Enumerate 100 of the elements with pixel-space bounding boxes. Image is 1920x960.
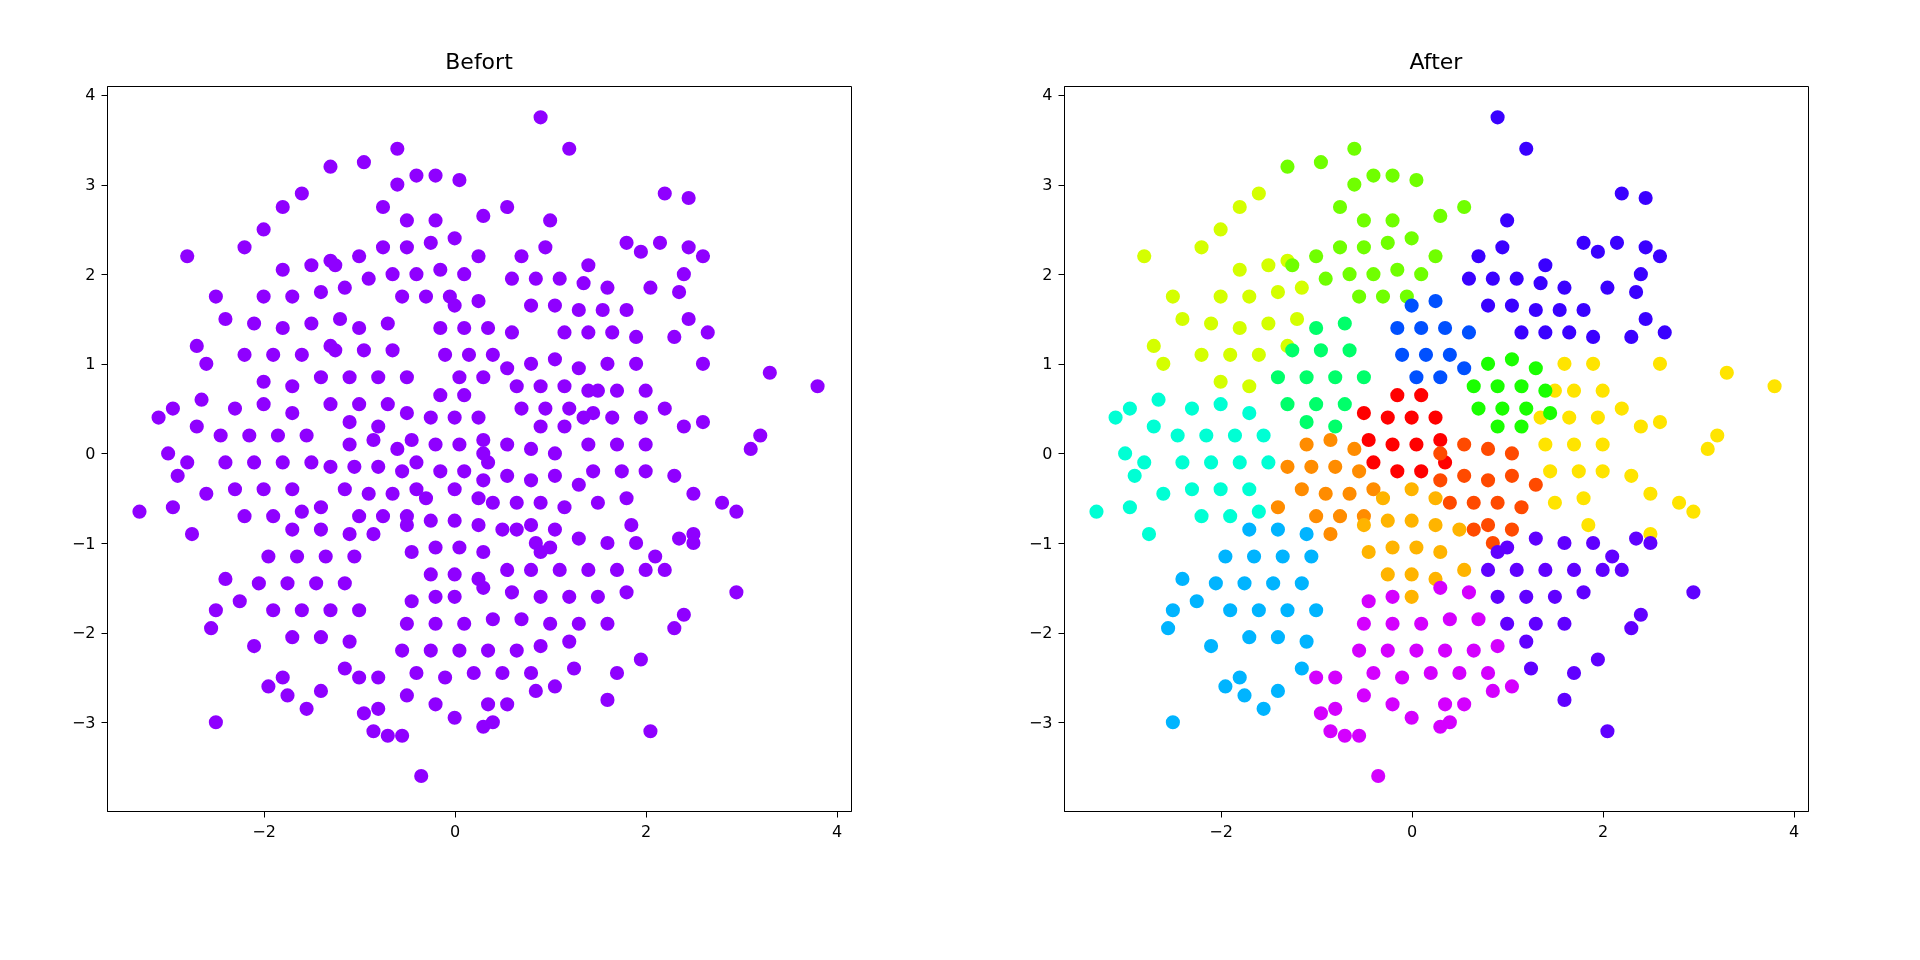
point: [695, 415, 711, 430]
point: [1299, 527, 1314, 542]
point: [409, 455, 424, 470]
point: [447, 298, 462, 313]
point: [471, 294, 486, 309]
point: [1504, 352, 1519, 367]
point: [1313, 706, 1328, 721]
point: [395, 643, 410, 658]
point: [1480, 298, 1496, 313]
x-tick-label: 2: [1598, 821, 1609, 841]
point: [619, 302, 634, 318]
point: [1404, 589, 1419, 604]
point: [1480, 473, 1496, 488]
point: [547, 522, 562, 537]
point: [165, 500, 180, 515]
point: [1466, 379, 1481, 394]
point: [395, 464, 410, 479]
point: [557, 379, 572, 394]
point: [1514, 379, 1529, 394]
y-tick-label: 1: [85, 354, 96, 374]
point: [275, 199, 290, 215]
point: [1433, 446, 1448, 461]
point: [543, 213, 558, 228]
point: [1385, 168, 1400, 183]
point: [1538, 437, 1553, 452]
point: [342, 370, 357, 385]
point: [1566, 383, 1582, 398]
point: [1204, 639, 1219, 654]
point: [600, 535, 615, 551]
point: [1404, 513, 1419, 528]
point: [695, 356, 711, 371]
point: [385, 486, 400, 501]
point: [151, 410, 166, 425]
point: [423, 235, 438, 250]
y-tick-label: 3: [85, 175, 96, 195]
point: [523, 356, 539, 371]
point: [180, 249, 195, 264]
point: [1280, 159, 1295, 174]
point: [1256, 428, 1271, 443]
point: [1504, 522, 1519, 537]
point: [1275, 549, 1290, 564]
point: [1590, 410, 1605, 425]
point: [1199, 428, 1214, 443]
point: [523, 665, 539, 681]
point: [352, 249, 367, 264]
point: [1156, 486, 1171, 501]
point: [476, 208, 491, 223]
point: [1504, 679, 1519, 694]
point: [1614, 401, 1629, 416]
point: [1232, 320, 1247, 336]
point: [1538, 325, 1553, 340]
point: [609, 383, 625, 398]
point: [1270, 683, 1286, 698]
point: [509, 379, 524, 394]
point: [1490, 495, 1505, 510]
point: [390, 177, 405, 192]
point: [1414, 388, 1429, 403]
point: [681, 190, 696, 206]
point: [504, 271, 520, 286]
point: [1127, 468, 1142, 483]
point: [500, 468, 515, 483]
point: [619, 235, 634, 250]
point: [1433, 432, 1448, 448]
point: [423, 410, 438, 425]
point: [676, 419, 691, 434]
point: [1309, 603, 1324, 618]
point: [476, 473, 491, 488]
point: [471, 410, 486, 425]
point: [433, 320, 448, 336]
y-tick-label: 3: [1042, 175, 1053, 195]
point: [533, 419, 548, 434]
point: [1566, 562, 1582, 577]
point: [1251, 186, 1266, 201]
y-tick-label: −3: [71, 712, 96, 732]
point: [557, 500, 572, 515]
point: [538, 401, 553, 416]
point: [1395, 670, 1410, 685]
point: [285, 482, 300, 497]
point: [323, 603, 338, 618]
point: [328, 258, 343, 273]
point: [1404, 231, 1419, 246]
point: [586, 464, 601, 479]
point: [414, 768, 429, 784]
point: [1237, 576, 1252, 591]
point: [371, 370, 386, 385]
point: [1461, 585, 1477, 600]
point: [523, 441, 539, 457]
point: [1633, 607, 1648, 622]
point: [1356, 616, 1371, 631]
point: [1299, 634, 1314, 649]
point: [1251, 347, 1266, 362]
point: [1251, 504, 1266, 519]
y-tick-label: 0: [85, 443, 96, 463]
point: [1122, 500, 1137, 515]
point: [571, 361, 586, 376]
point: [438, 347, 453, 362]
point: [485, 612, 500, 627]
point: [762, 365, 777, 380]
point: [600, 616, 615, 631]
point: [170, 468, 185, 483]
